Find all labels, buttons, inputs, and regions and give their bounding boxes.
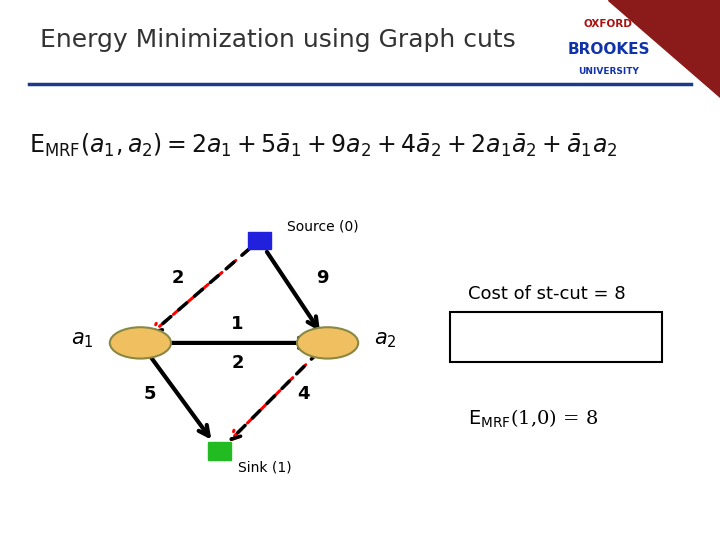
Text: $a_1$ = 1  $a_2$ = 0: $a_1$ = 1 $a_2$ = 0 (487, 326, 625, 348)
Text: Cost of st-cut = 8: Cost of st-cut = 8 (468, 285, 626, 303)
Text: Energy Minimization using Graph cuts: Energy Minimization using Graph cuts (40, 29, 516, 52)
Text: $a_1$: $a_1$ (71, 330, 94, 350)
Text: UNIVERSITY: UNIVERSITY (578, 68, 639, 76)
Text: 2: 2 (231, 354, 244, 373)
Text: 5: 5 (143, 385, 156, 403)
Text: Source (0): Source (0) (287, 220, 358, 234)
Text: 9: 9 (316, 269, 328, 287)
Text: $a_2$: $a_2$ (374, 330, 397, 350)
Text: Sink (1): Sink (1) (238, 461, 291, 475)
Ellipse shape (110, 327, 171, 359)
Text: $\mathrm{E_{MRF}}(a_1,a_2) = 2a_1 + 5\bar{a}_1 + 9a_2 + 4\bar{a}_2 + 2a_1\bar{a}: $\mathrm{E_{MRF}}(a_1,a_2) = 2a_1 + 5\ba… (29, 132, 617, 159)
Text: 1: 1 (231, 315, 244, 333)
Text: $\mathrm{E_{MRF}}$(1,0) = 8: $\mathrm{E_{MRF}}$(1,0) = 8 (468, 407, 598, 430)
Text: 2: 2 (172, 269, 184, 287)
Ellipse shape (297, 327, 359, 359)
Bar (208, 442, 231, 460)
Bar (248, 232, 271, 249)
FancyBboxPatch shape (450, 312, 662, 362)
Polygon shape (608, 0, 720, 97)
Text: 4: 4 (297, 385, 310, 403)
Text: BROOKES: BROOKES (567, 42, 649, 57)
Text: OXFORD: OXFORD (584, 19, 633, 29)
